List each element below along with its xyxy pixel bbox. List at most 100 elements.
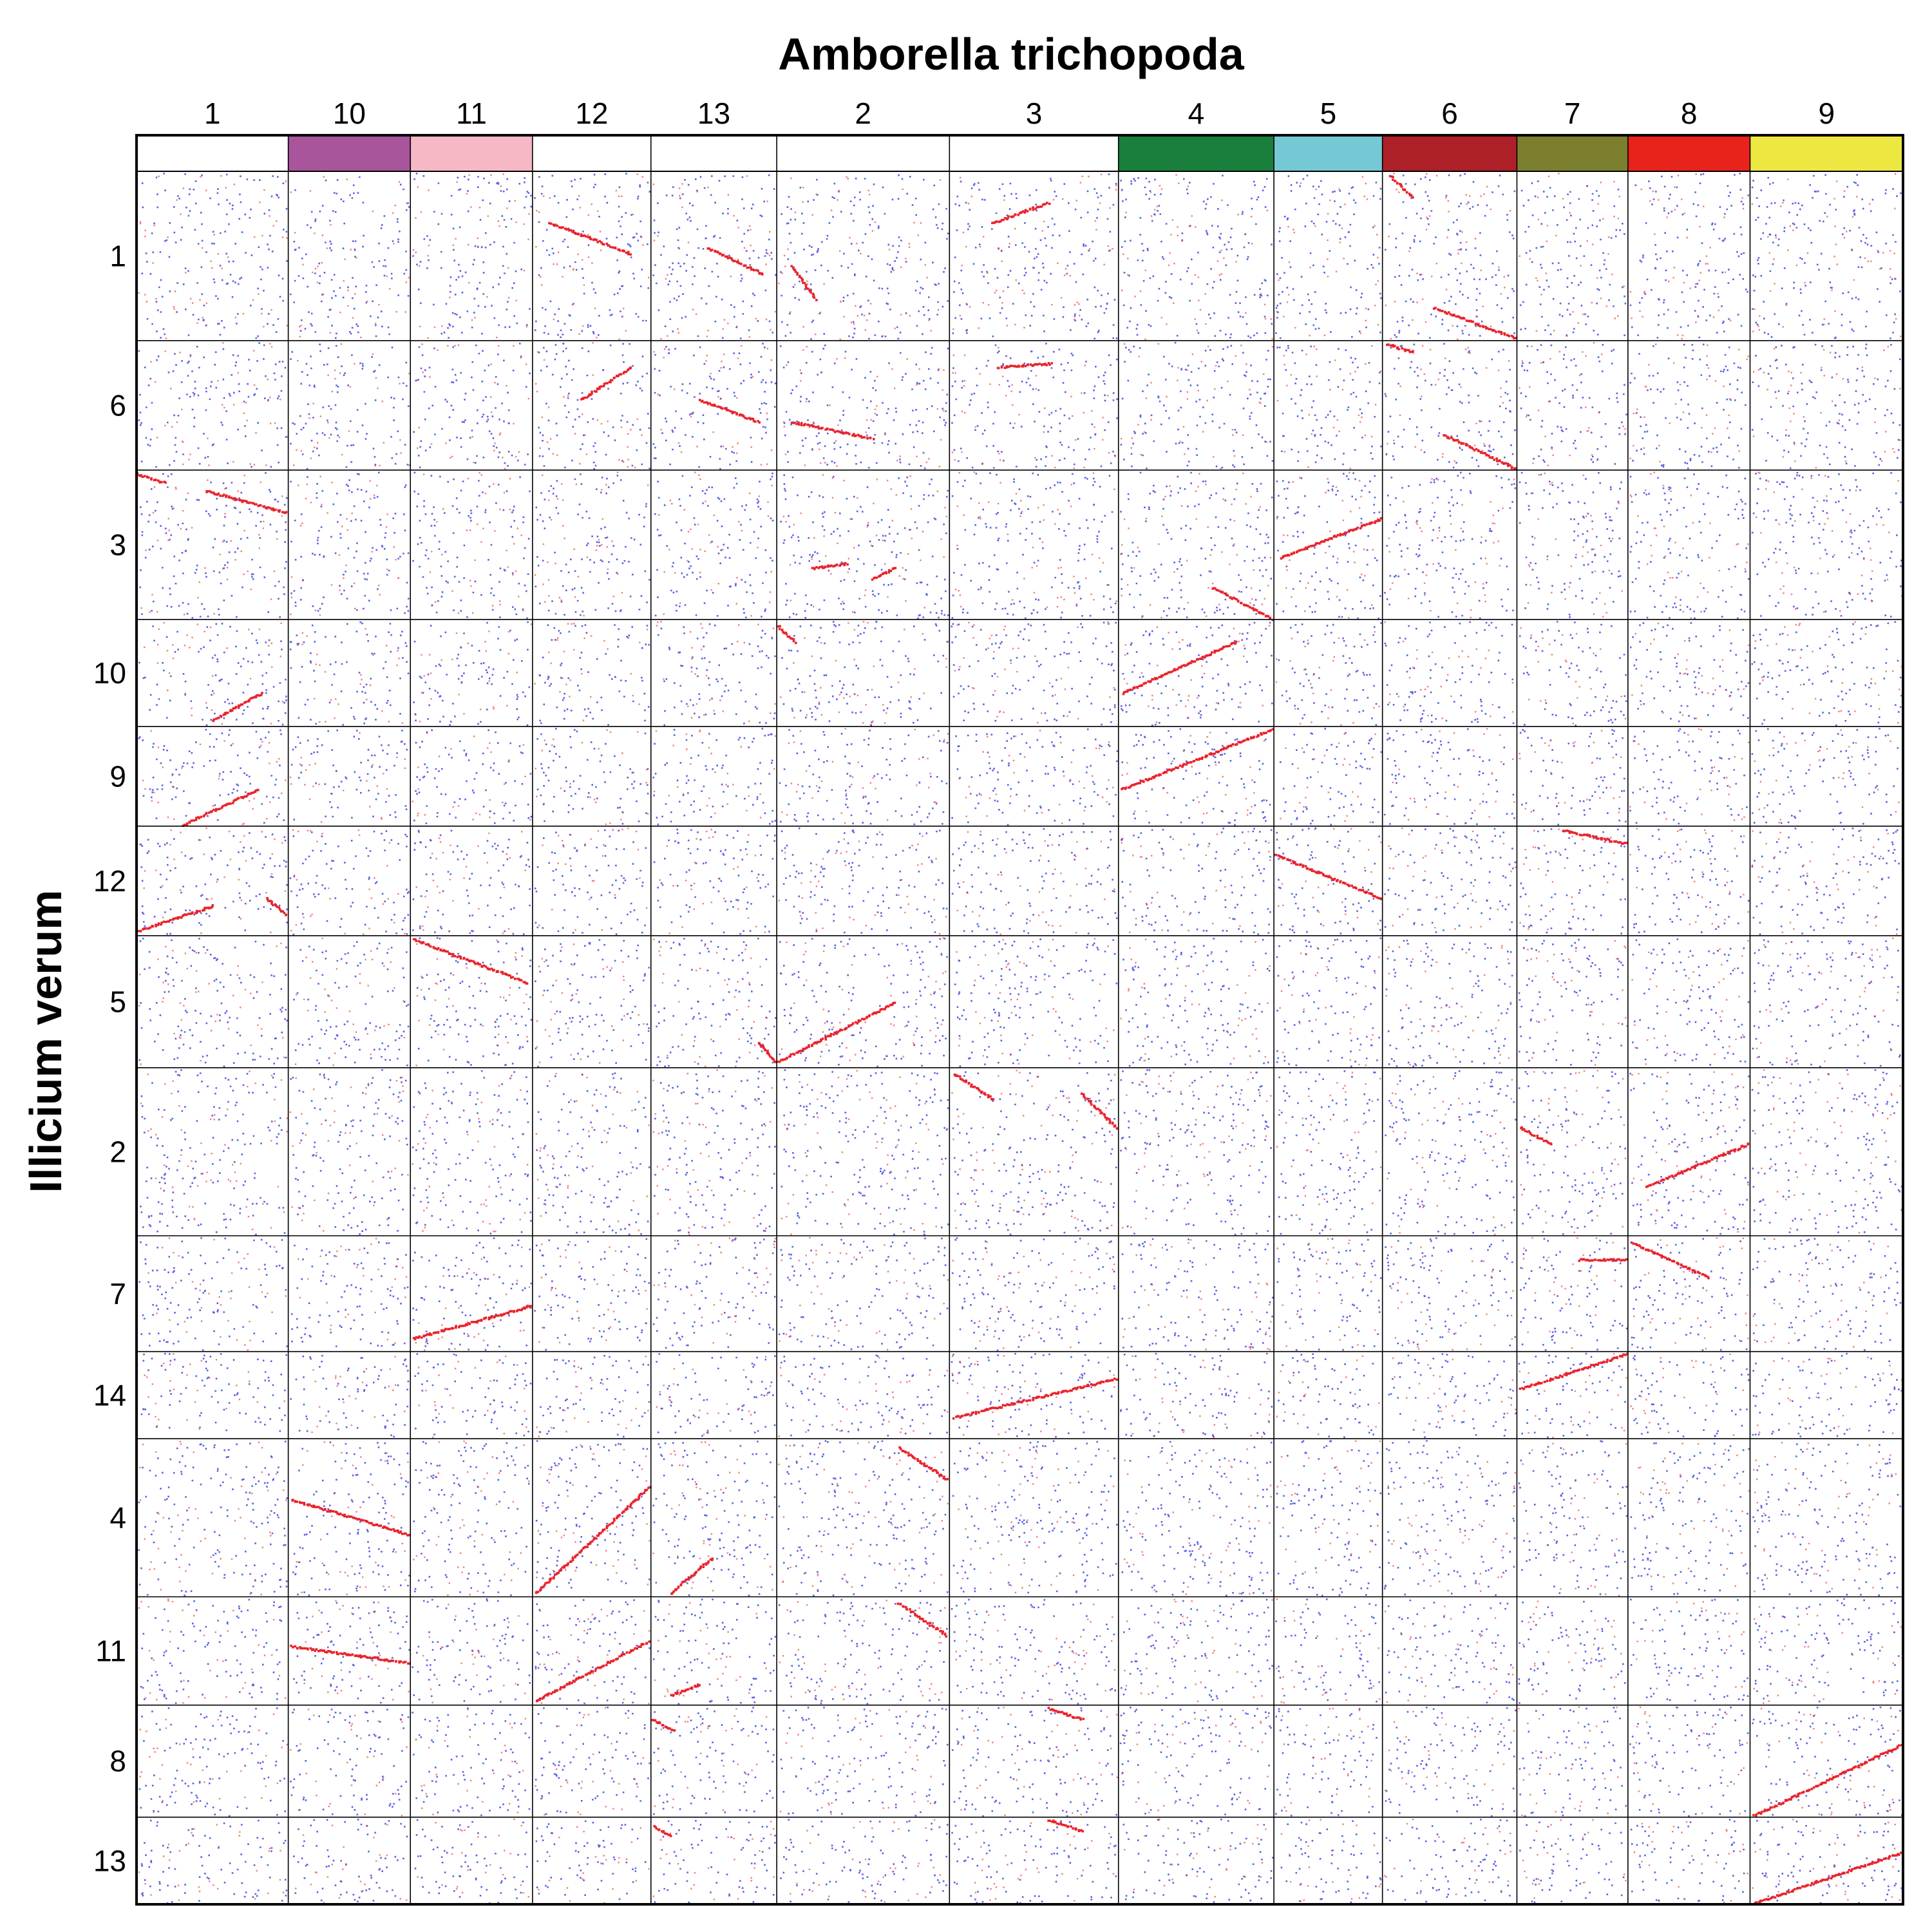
background-dots-cell — [1385, 1819, 1511, 1903]
chart-title: Amborella trichopoda — [778, 29, 1244, 79]
synteny-block-12-4 — [535, 1486, 652, 1595]
background-dots-cell — [1519, 173, 1625, 337]
background-dots-cell — [1752, 939, 1901, 1068]
background-dots-cell — [412, 173, 530, 339]
background-dots-cell — [1385, 1599, 1515, 1703]
y-tick-label: 11 — [95, 1634, 126, 1668]
background-dots-cell — [1120, 1069, 1272, 1236]
background-dots-cell — [1629, 1072, 1750, 1235]
background-dots-cell — [954, 621, 1115, 724]
background-dots-cell — [140, 1598, 283, 1704]
background-dots-cell — [1275, 1708, 1378, 1817]
background-dots-cell — [1630, 1598, 1749, 1702]
background-dots-cell — [1752, 1238, 1902, 1351]
background-dots-cell — [1121, 1598, 1273, 1701]
background-dots-cell — [290, 471, 410, 614]
background-dots-cell — [1385, 173, 1511, 341]
background-dots-cell — [1519, 1821, 1625, 1904]
background-dots-cell — [1278, 1353, 1374, 1438]
background-dots-cell — [782, 346, 945, 468]
background-dots-cell — [658, 471, 773, 617]
synteny-block-2-11 — [896, 1602, 948, 1638]
background-dots-cell — [951, 728, 1119, 826]
background-dots-cell — [1757, 1356, 1903, 1434]
background-dots-cell — [1638, 1443, 1750, 1587]
synteny-block-1-3 — [136, 472, 167, 484]
synteny-block-12-6 — [580, 366, 632, 401]
background-dots-cell — [138, 827, 287, 934]
synteny-block-6-1 — [1432, 307, 1518, 340]
synteny-block-7-2 — [1520, 1126, 1553, 1146]
background-dots-cell — [1121, 1709, 1269, 1814]
background-dots-cell — [1121, 1238, 1274, 1350]
background-dots-cell — [1276, 827, 1381, 934]
x-tick-label: 13 — [697, 97, 730, 130]
background-dots-cell — [1519, 729, 1627, 826]
background-dots-cell — [1629, 728, 1750, 821]
background-dots-cell — [140, 475, 283, 616]
background-dots-cell — [1629, 343, 1747, 469]
background-dots-cell — [1633, 1821, 1748, 1904]
background-dots-cell — [1633, 1706, 1748, 1815]
background-dots-cell — [1754, 1598, 1900, 1703]
background-dots-cell — [653, 938, 768, 1068]
synteny-block-3-2 — [1080, 1092, 1119, 1130]
background-dots-cell — [1120, 341, 1274, 469]
background-dots-cell — [1385, 1237, 1516, 1347]
background-dots-cell — [1276, 176, 1379, 337]
background-dots-cell — [147, 1237, 287, 1351]
background-dots-cell — [1751, 471, 1902, 618]
y-tick-label: 6 — [109, 388, 126, 422]
background-dots-cell — [1523, 940, 1628, 1066]
background-dots-cell — [1631, 622, 1750, 719]
background-dots-cell — [1276, 1598, 1381, 1704]
background-dots-cell — [654, 938, 777, 1068]
background-dots-cell — [293, 941, 410, 1066]
background-dots-cell — [1752, 1706, 1903, 1816]
background-dots-cell — [779, 1236, 949, 1350]
synteny-block-1-12 — [266, 896, 287, 916]
synteny-block-1-12 — [137, 904, 214, 933]
background-dots-cell — [1278, 622, 1382, 726]
background-dots-cell — [1275, 1598, 1380, 1703]
background-dots-cell — [779, 1709, 932, 1815]
background-dots-cell — [1280, 1820, 1382, 1904]
color-bar-10 — [288, 135, 411, 171]
background-dots-cell — [289, 830, 410, 936]
background-dots-cell — [138, 1598, 287, 1704]
background-dots-cell — [1754, 1820, 1902, 1904]
synteny-block-6-6 — [1443, 434, 1517, 470]
background-dots-cell — [1752, 1443, 1902, 1596]
background-dots-cell — [1519, 342, 1626, 466]
y-tick-label: 10 — [93, 656, 126, 690]
synteny-block-3-8 — [1047, 1707, 1084, 1721]
background-dots-cell — [1629, 728, 1748, 825]
background-hit-dots — [138, 173, 1903, 1904]
background-dots-cell — [289, 621, 410, 726]
background-dots-cell — [289, 176, 410, 339]
background-dots-cell — [653, 729, 777, 819]
background-dots-cell — [1120, 472, 1272, 619]
background-dots-cell — [535, 1440, 650, 1589]
background-dots-cell — [138, 1237, 288, 1351]
background-dots-cell — [654, 1820, 776, 1904]
background-dots-cell — [1384, 471, 1517, 620]
background-dots-cell — [779, 1600, 946, 1700]
background-dots-cell — [1630, 1353, 1745, 1436]
synteny-block-6-1 — [1388, 175, 1414, 199]
background-dots-cell — [1751, 1069, 1903, 1233]
background-dots-cell — [658, 623, 776, 726]
background-dots-cell — [654, 1708, 768, 1811]
background-dots-cell — [1522, 1237, 1616, 1349]
background-dots-cell — [1276, 345, 1382, 466]
background-dots-cell — [652, 175, 777, 340]
synteny-block-2-10 — [777, 625, 797, 645]
synteny-block-1-3 — [205, 490, 288, 515]
background-dots-cell — [1630, 1819, 1745, 1902]
background-dots-cell — [790, 1819, 941, 1903]
y-tick-label: 13 — [93, 1844, 126, 1877]
background-dots-cell — [1519, 180, 1627, 336]
background-dots-cell — [138, 728, 285, 824]
background-dots-cell — [1275, 631, 1380, 726]
